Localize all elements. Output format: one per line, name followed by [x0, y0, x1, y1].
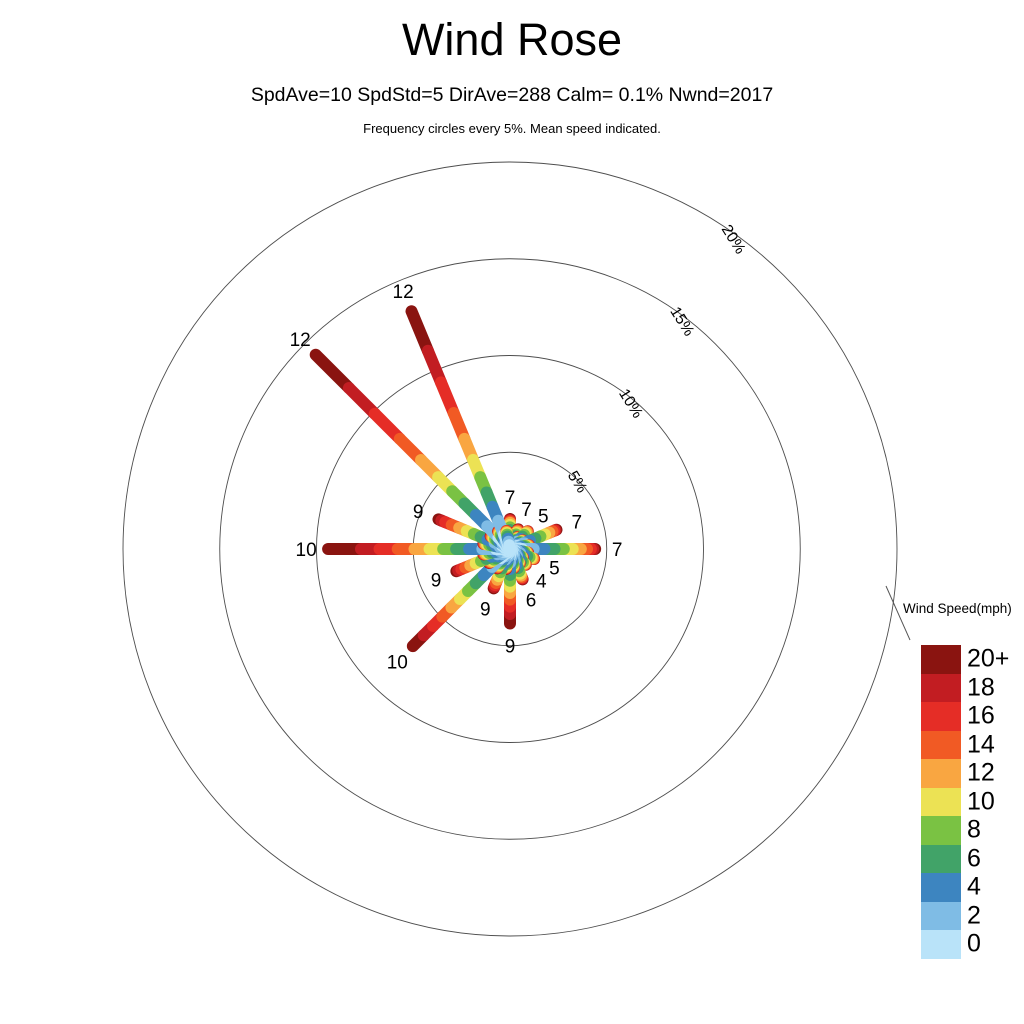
legend-swatch [921, 702, 961, 731]
mean-speed-label: 9 [413, 502, 424, 523]
legend-swatch [921, 787, 961, 816]
radial-tick-label: 10% [615, 386, 646, 422]
legend-label: 16 [967, 701, 995, 730]
petal-segment [309, 348, 355, 394]
legend-label: 10 [967, 787, 995, 816]
legend-row: 18 [921, 673, 995, 702]
mean-speed-label: 5 [549, 558, 560, 579]
legend-row: 4 [921, 873, 981, 902]
legend-label: 20+ [967, 644, 1010, 673]
page-title: Wind Rose [401, 14, 623, 65]
legend-row: 6 [921, 844, 981, 873]
mean-speed-label: 4 [536, 571, 547, 592]
legend-swatch [921, 901, 961, 930]
stats-line: SpdAve=10 SpdStd=5 DirAve=288 Calm= 0.1%… [250, 84, 774, 106]
mean-speed-label: 10 [296, 540, 317, 561]
legend-row: 16 [921, 702, 995, 731]
petal-segment [503, 539, 516, 555]
legend-row: 10 [921, 787, 995, 816]
radial-tick-label: 15% [666, 304, 697, 340]
legend-row: 20+ [921, 645, 1009, 674]
petal-segment [405, 305, 434, 357]
mean-speed-label: 9 [480, 600, 491, 621]
mean-speed-label: 7 [505, 488, 516, 509]
petal-segment [342, 381, 381, 420]
mean-speed-label: 10 [387, 653, 408, 674]
legend-label: 6 [967, 844, 981, 873]
legend-pointer-line [885, 585, 911, 641]
legend-swatch [921, 673, 961, 702]
mean-speed-label: 12 [393, 282, 414, 303]
wind-petals [309, 305, 602, 653]
legend-label: 12 [967, 758, 995, 787]
legend-row: 2 [921, 901, 981, 930]
mean-speed-label: 7 [612, 540, 623, 561]
legend-swatch [921, 873, 961, 902]
frequency-ring [316, 355, 704, 743]
legend-row: 8 [921, 816, 981, 845]
radial-tick-label: 20% [718, 222, 749, 258]
mean-speed-label: 5 [538, 507, 549, 528]
legend-row: 0 [921, 930, 981, 959]
legend-swatch [921, 844, 961, 873]
mean-speed-label: 12 [290, 330, 311, 351]
mean-speed-label: 9 [505, 636, 516, 657]
legend-swatch [921, 730, 961, 759]
legend-row: 12 [921, 759, 995, 788]
legend-label: 0 [967, 929, 981, 958]
mean-speed-label: 6 [526, 591, 537, 612]
frequency-note: Frequency circles every 5%. Mean speed i… [363, 121, 661, 136]
legend-label: 2 [967, 901, 981, 930]
legend-swatch [921, 930, 961, 959]
radial-tick-labels: 5% 10% 15% 20% [564, 222, 749, 496]
legend-label: 4 [967, 872, 981, 901]
legend-label: 8 [967, 815, 981, 844]
frequency-rings [122, 161, 898, 937]
legend-row: 14 [921, 730, 995, 759]
mean-speed-label: 9 [431, 571, 442, 592]
mean-speed-label: 7 [572, 512, 583, 533]
frequency-ring [219, 258, 801, 840]
legend-swatch [921, 645, 961, 674]
legend-swatch [921, 816, 961, 845]
legend-label: 14 [967, 730, 995, 759]
frequency-ring [122, 161, 898, 937]
legend-title: Wind Speed(mph) [903, 601, 1012, 616]
radial-tick-label: 5% [564, 468, 590, 496]
legend-label: 18 [967, 673, 995, 702]
mean-speed-label: 7 [521, 500, 532, 521]
wind-speed-legend: 20+ 18 16 14 12 10 8 6 4 2 0 [921, 645, 1009, 959]
legend-swatch [921, 759, 961, 788]
